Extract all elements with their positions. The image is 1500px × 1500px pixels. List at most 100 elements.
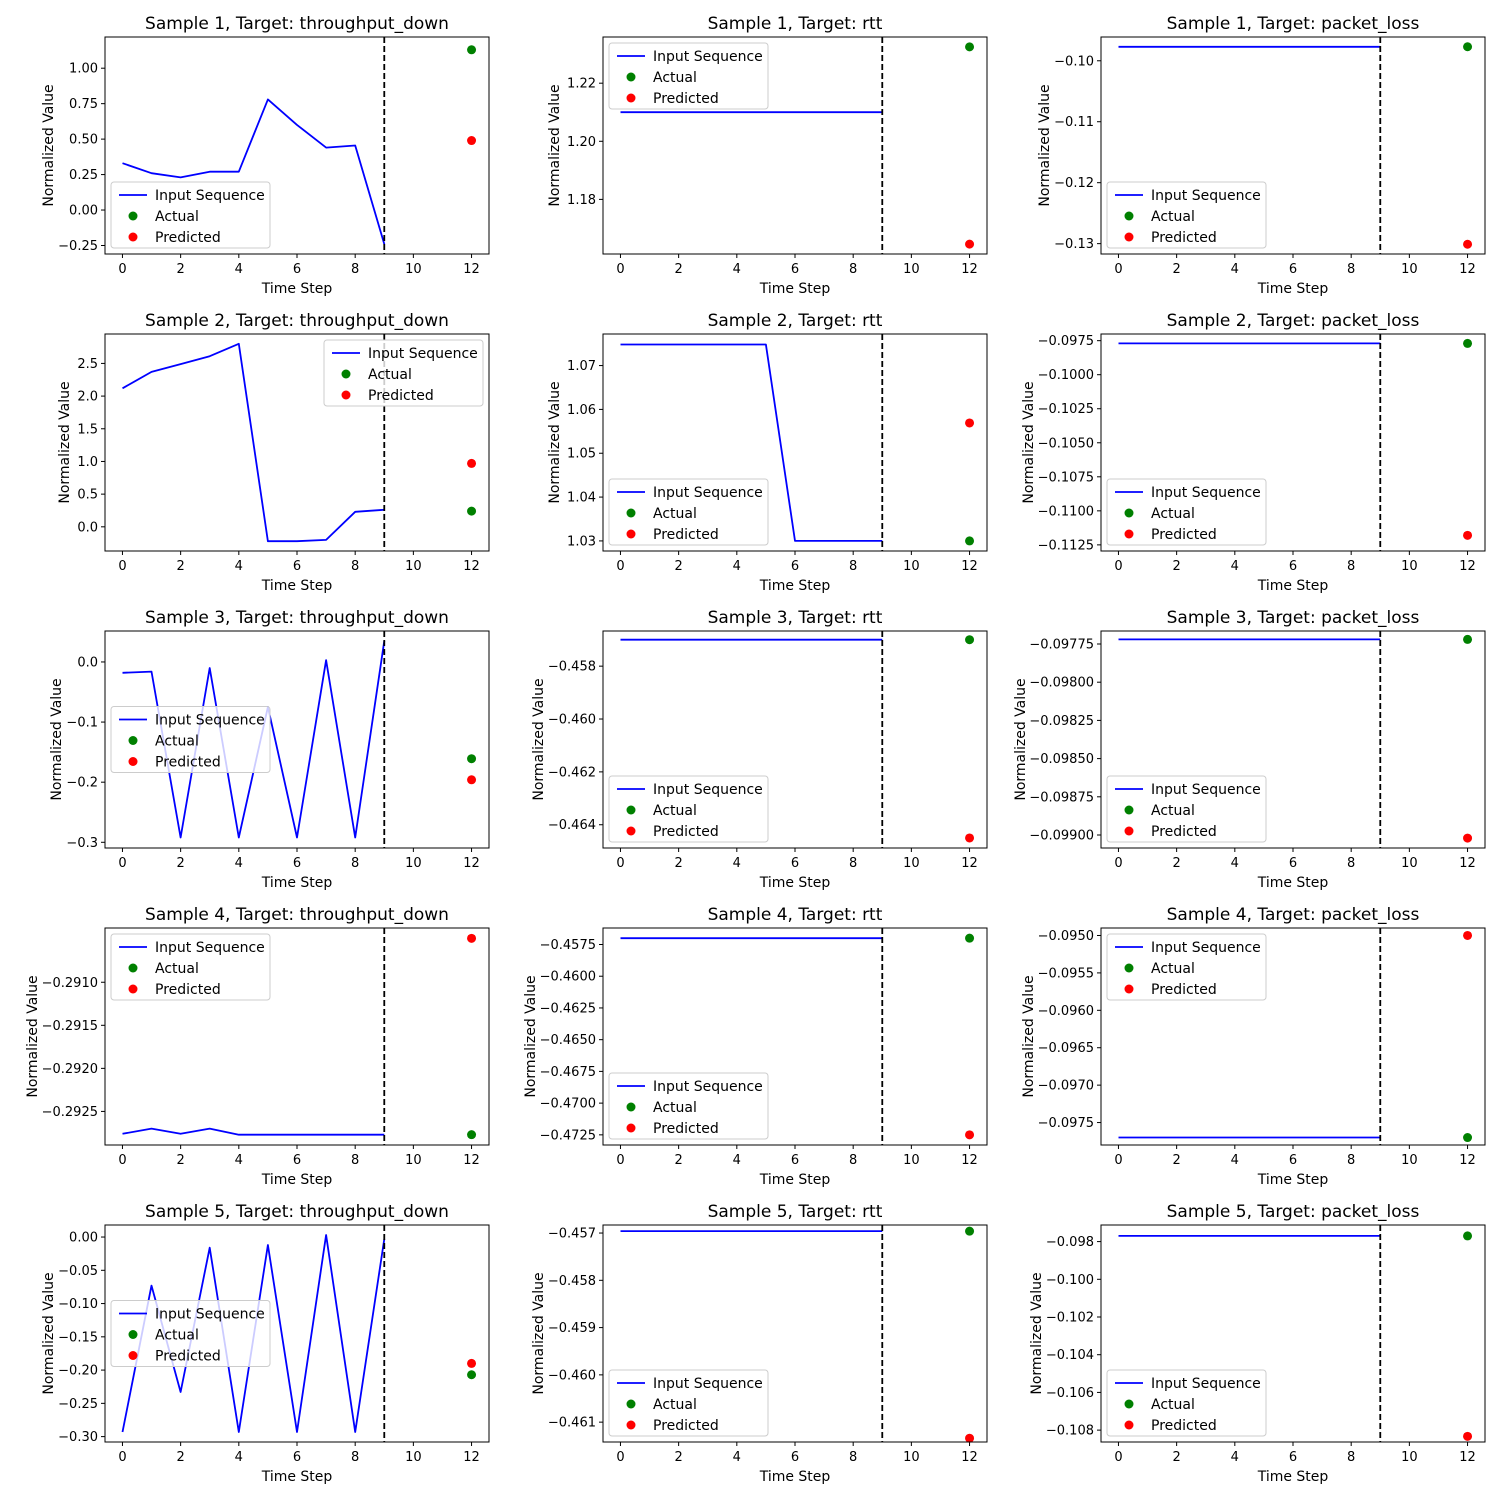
y-tick-label: −0.30: [58, 1430, 98, 1445]
x-tick-label: 4: [733, 1450, 741, 1465]
x-tick-label: 0: [616, 1450, 624, 1465]
legend-item-label: Actual: [1151, 209, 1195, 225]
legend-item-label: Actual: [653, 70, 697, 86]
y-tick-label: −0.4700: [540, 1097, 596, 1112]
legend-predicted-swatch: [128, 984, 138, 994]
input-sequence-line: [122, 342, 385, 543]
x-tick-label: 8: [1347, 1153, 1355, 1168]
legend-item-label: Actual: [653, 506, 697, 522]
subplot-12: Sample 4, Target: packet_loss 0 2 4 6 8 10 12 −0…: [1021, 905, 1486, 1188]
y-tick-label: −0.0965: [1038, 1041, 1094, 1056]
legend: Input Sequence Actual Predicted: [608, 478, 769, 546]
axes-frame: [1100, 36, 1486, 255]
x-tick-label: 12: [961, 856, 978, 871]
legend-predicted-swatch: [626, 1123, 636, 1133]
x-tick-label: 0: [118, 559, 126, 574]
x-tick-label: 6: [1289, 1153, 1297, 1168]
legend-item-label: Input Sequence: [1151, 940, 1261, 956]
x-axis-label: Time Step: [261, 1172, 333, 1188]
legend-predicted-swatch: [1124, 984, 1134, 994]
x-tick-label: 8: [1347, 262, 1355, 277]
legend-actual-swatch: [341, 369, 351, 379]
legend-item-label: Input Sequence: [1151, 1376, 1261, 1392]
y-tick-label: −0.460: [548, 1368, 596, 1383]
legend-item-label: Predicted: [155, 755, 221, 771]
x-tick-label: 4: [733, 262, 741, 277]
subplot-title: Sample 5, Target: rtt: [708, 1202, 883, 1222]
x-tick-label: 12: [463, 559, 480, 574]
legend-actual-swatch: [1124, 211, 1134, 221]
subplot-6: Sample 2, Target: packet_loss 0 2 4 6 8 10 12 −0…: [1021, 311, 1486, 594]
y-axis-label: Normalized Value: [1029, 1272, 1045, 1394]
legend-actual-swatch: [128, 963, 138, 973]
x-tick-label: 10: [903, 1153, 920, 1168]
legend-item-label: Predicted: [653, 1418, 719, 1434]
legend-item-label: Predicted: [1151, 230, 1217, 246]
x-tick-label: 8: [849, 856, 857, 871]
predicted-point: [467, 775, 477, 785]
y-axis-label: Normalized Value: [523, 975, 539, 1097]
x-tick-label: 10: [903, 559, 920, 574]
x-tick-label: 2: [1172, 1450, 1180, 1465]
y-axis-label: Normalized Value: [1021, 381, 1037, 503]
legend-box: [110, 1300, 271, 1367]
x-tick-label: 0: [616, 262, 624, 277]
actual-point: [965, 635, 975, 645]
legend-item-label: Predicted: [653, 91, 719, 107]
legend-box: [110, 706, 271, 773]
axes-frame: [104, 333, 490, 552]
x-tick-label: 4: [1231, 856, 1239, 871]
x-tick-label: 2: [674, 1450, 682, 1465]
x-tick-label: 6: [293, 262, 301, 277]
y-tick-label: −0.1075: [1038, 470, 1094, 485]
y-tick-label: 0.0: [77, 520, 98, 535]
legend-item-label: Input Sequence: [155, 188, 265, 204]
legend-actual-swatch: [626, 805, 636, 815]
subplot-14: Sample 5, Target: rtt 0 2 4 6 8 10 12 −0.461 −0.4…: [531, 1202, 988, 1485]
legend-item-label: Actual: [1151, 961, 1195, 977]
y-tick-label: −0.100: [1046, 1273, 1094, 1288]
x-tick-label: 12: [463, 1450, 480, 1465]
x-tick-label: 8: [351, 856, 359, 871]
x-tick-label: 4: [733, 559, 741, 574]
y-tick-label: −0.1: [66, 716, 98, 731]
x-tick-label: 4: [235, 262, 243, 277]
y-axis-label: Normalized Value: [1013, 678, 1029, 800]
legend-actual-swatch: [626, 508, 636, 518]
subplot-title: Sample 4, Target: rtt: [708, 905, 883, 925]
subplot-2: Sample 1, Target: rtt 0 2 4 6 8 10 12 1.18 1.20 1.…: [547, 14, 988, 297]
y-tick-label: −0.12: [1054, 176, 1094, 191]
actual-point: [965, 933, 975, 943]
legend-item-label: Actual: [155, 961, 199, 977]
predicted-point: [965, 239, 975, 249]
x-tick-label: 4: [1231, 559, 1239, 574]
legend-item-label: Actual: [155, 1328, 199, 1344]
legend-item-label: Input Sequence: [1151, 782, 1261, 798]
predicted-point: [965, 418, 975, 428]
y-tick-label: −0.461: [548, 1416, 596, 1431]
axes-frame: [104, 630, 490, 849]
legend-item-label: Actual: [368, 367, 412, 383]
y-tick-label: 1.04: [567, 491, 596, 506]
legend-actual-swatch: [626, 72, 636, 82]
subplot-title: Sample 2, Target: rtt: [708, 311, 883, 331]
y-tick-label: 2.0: [77, 390, 98, 405]
x-axis-label: Time Step: [1257, 578, 1329, 594]
x-tick-label: 12: [463, 1153, 480, 1168]
legend-box: [1106, 1369, 1267, 1437]
subplot-9: Sample 3, Target: packet_loss 0 2 4 6 8 10 12 −0…: [1013, 608, 1486, 891]
x-tick-label: 12: [1459, 1450, 1476, 1465]
y-axis-label: Normalized Value: [25, 975, 41, 1097]
legend: Input Sequence Actual Predicted: [110, 933, 271, 1001]
subplot-title: Sample 1, Target: rtt: [708, 14, 883, 34]
y-tick-label: −0.0970: [1038, 1079, 1094, 1094]
x-tick-label: 8: [849, 1153, 857, 1168]
legend-item-label: Predicted: [1151, 1418, 1217, 1434]
x-tick-label: 2: [674, 559, 682, 574]
subplot-title: Sample 4, Target: packet_loss: [1167, 905, 1420, 925]
predicted-point: [965, 833, 975, 843]
y-tick-label: −0.1025: [1038, 402, 1094, 417]
axes-frame: [602, 630, 988, 849]
legend-actual-swatch: [1124, 1399, 1134, 1409]
y-tick-label: −0.13: [1054, 237, 1094, 252]
